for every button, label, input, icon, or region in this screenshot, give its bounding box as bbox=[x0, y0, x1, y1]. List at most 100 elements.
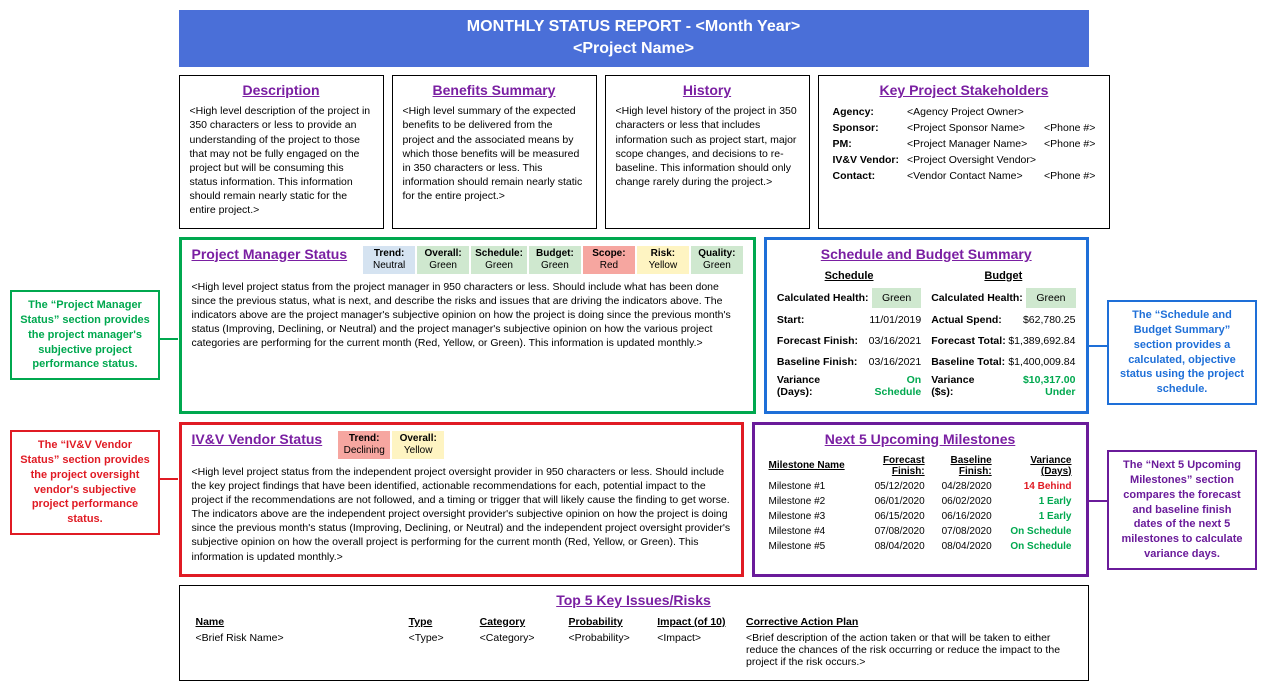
milestones-th-variance: Variance(Days) bbox=[996, 453, 1076, 479]
pm-status-text: <High level project status from the proj… bbox=[192, 280, 743, 351]
connector-ivv bbox=[160, 478, 178, 480]
milestones-th-baseline: BaselineFinish: bbox=[929, 453, 996, 479]
chip-label: Budget: bbox=[533, 248, 577, 260]
report-header: MONTHLY STATUS REPORT - <Month Year> <Pr… bbox=[179, 10, 1089, 67]
benefits-text: <High level summary of the expected bene… bbox=[403, 104, 586, 203]
header-line2: <Project Name> bbox=[179, 38, 1089, 60]
history-title: History bbox=[616, 82, 799, 98]
ivv-row: IV&V Vendor Status Trend:DecliningOveral… bbox=[179, 422, 1089, 577]
health-label: Calculated Health: bbox=[777, 292, 869, 304]
chip-label: Quality: bbox=[695, 248, 739, 260]
schedule-heading: Schedule bbox=[777, 270, 921, 282]
schedule-variance-line: Variance (Days):On Schedule bbox=[777, 374, 921, 398]
issues-th: Corrective Action Plan bbox=[740, 614, 1077, 630]
milestone-forecast: 06/01/2020 bbox=[862, 494, 929, 509]
budget-row: Baseline Total:$1,400,009.84 bbox=[931, 353, 1075, 371]
schedule-column: ScheduleCalculated Health:GreenStart:11/… bbox=[777, 268, 921, 401]
history-text: <High level history of the project in 35… bbox=[616, 104, 799, 189]
chip-value: Yellow bbox=[649, 260, 678, 271]
benefits-title: Benefits Summary bbox=[403, 82, 586, 98]
milestone-name: Milestone #1 bbox=[765, 479, 862, 494]
row-label: Actual Spend: bbox=[931, 314, 1002, 326]
stakeholder-value: <Agency Project Owner> bbox=[903, 104, 1040, 120]
issues-header-row: NameTypeCategoryProbabilityImpact (of 10… bbox=[190, 614, 1078, 630]
issues-th: Category bbox=[474, 614, 563, 630]
issues-th: Name bbox=[190, 614, 403, 630]
history-box: History <High level history of the proje… bbox=[605, 75, 810, 228]
page-root: The “Project Manager Status” section pro… bbox=[0, 10, 1267, 681]
row-label: Baseline Total: bbox=[931, 356, 1005, 368]
variance-value: $10,317.00 Under bbox=[995, 374, 1075, 398]
chip-label: Scope: bbox=[587, 248, 631, 260]
milestone-name: Milestone #5 bbox=[765, 539, 862, 554]
variance-label: Variance (Days): bbox=[777, 374, 858, 398]
issue-cell: <Category> bbox=[474, 630, 563, 670]
stakeholder-row: IV&V Vendor:<Project Oversight Vendor> bbox=[829, 152, 1100, 168]
milestone-variance: On Schedule bbox=[996, 539, 1076, 554]
milestone-name: Milestone #3 bbox=[765, 509, 862, 524]
schedule-budget-grid: ScheduleCalculated Health:GreenStart:11/… bbox=[777, 268, 1076, 401]
row-label: Forecast Total: bbox=[931, 335, 1005, 347]
stakeholders-title: Key Project Stakeholders bbox=[829, 82, 1100, 98]
issues-table: NameTypeCategoryProbabilityImpact (of 10… bbox=[190, 614, 1078, 670]
issues-th: Probability bbox=[562, 614, 651, 630]
status-chip: Schedule:Green bbox=[471, 246, 527, 274]
issue-cell: <Brief description of the action taken o… bbox=[740, 630, 1077, 670]
stakeholder-label: Agency: bbox=[829, 104, 904, 120]
milestone-forecast: 06/15/2020 bbox=[862, 509, 929, 524]
health-label: Calculated Health: bbox=[931, 292, 1023, 304]
milestone-row: Milestone #306/15/202006/16/20201 Early bbox=[765, 509, 1076, 524]
description-box: Description <High level description of t… bbox=[179, 75, 384, 228]
stakeholder-phone: <Phone #> bbox=[1040, 120, 1099, 136]
main-column: MONTHLY STATUS REPORT - <Month Year> <Pr… bbox=[179, 10, 1089, 681]
milestone-forecast: 07/08/2020 bbox=[862, 524, 929, 539]
schedule-budget-box: Schedule and Budget Summary Schedule Calc… bbox=[764, 237, 1089, 414]
budget-variance-line: Variance ($s):$10,317.00 Under bbox=[931, 374, 1075, 398]
schedule-row: Forecast Finish:03/16/2021 bbox=[777, 332, 921, 350]
issue-cell: <Brief Risk Name> bbox=[190, 630, 403, 670]
stakeholder-value: <Project Manager Name> bbox=[903, 136, 1040, 152]
milestone-row: Milestone #508/04/202008/04/2020On Sched… bbox=[765, 539, 1076, 554]
milestone-variance: On Schedule bbox=[996, 524, 1076, 539]
stakeholder-phone bbox=[1040, 104, 1099, 120]
chip-label: Trend: bbox=[367, 248, 411, 260]
chip-label: Overall: bbox=[396, 433, 440, 445]
variance-label: Variance ($s): bbox=[931, 374, 995, 398]
issue-cell: <Impact> bbox=[651, 630, 740, 670]
connector-mile bbox=[1089, 500, 1107, 502]
milestone-variance: 1 Early bbox=[996, 494, 1076, 509]
milestone-row: Milestone #105/12/202004/28/202014 Behin… bbox=[765, 479, 1076, 494]
stakeholder-phone: <Phone #> bbox=[1040, 136, 1099, 152]
row-value: $62,780.25 bbox=[1023, 314, 1076, 326]
issues-title: Top 5 Key Issues/Risks bbox=[190, 592, 1078, 608]
chip-value: Declining bbox=[344, 445, 385, 456]
stakeholder-label: IV&V Vendor: bbox=[829, 152, 904, 168]
pm-status-title: Project Manager Status bbox=[192, 246, 348, 262]
schedule-budget-title: Schedule and Budget Summary bbox=[777, 246, 1076, 262]
chip-value: Green bbox=[703, 260, 731, 271]
milestone-variance: 14 Behind bbox=[996, 479, 1076, 494]
connector-pm bbox=[160, 338, 178, 340]
issues-th: Type bbox=[403, 614, 474, 630]
chip-value: Neutral bbox=[373, 260, 405, 271]
chip-value: Red bbox=[600, 260, 618, 271]
stakeholder-row: Sponsor:<Project Sponsor Name><Phone #> bbox=[829, 120, 1100, 136]
status-chip: Budget:Green bbox=[529, 246, 581, 274]
row-label: Forecast Finish: bbox=[777, 335, 858, 347]
milestone-row: Milestone #206/01/202006/02/20201 Early bbox=[765, 494, 1076, 509]
milestone-name: Milestone #4 bbox=[765, 524, 862, 539]
issue-cell: <Probability> bbox=[562, 630, 651, 670]
pm-row: Project Manager Status Trend:NeutralOver… bbox=[179, 237, 1089, 414]
status-chip: Trend:Declining bbox=[338, 431, 390, 459]
milestones-th-name: Milestone Name bbox=[765, 453, 862, 479]
stakeholder-phone bbox=[1040, 152, 1099, 168]
ivv-status-box: IV&V Vendor Status Trend:DecliningOveral… bbox=[179, 422, 744, 577]
stakeholder-value: <Project Sponsor Name> bbox=[903, 120, 1040, 136]
row-value: 03/16/2021 bbox=[869, 356, 922, 368]
budget-row: Actual Spend: $62,780.25 bbox=[931, 311, 1075, 329]
description-title: Description bbox=[190, 82, 373, 98]
chip-value: Green bbox=[429, 260, 457, 271]
issues-box: Top 5 Key Issues/Risks NameTypeCategoryP… bbox=[179, 585, 1089, 681]
chip-label: Trend: bbox=[342, 433, 386, 445]
milestone-baseline: 06/02/2020 bbox=[929, 494, 996, 509]
